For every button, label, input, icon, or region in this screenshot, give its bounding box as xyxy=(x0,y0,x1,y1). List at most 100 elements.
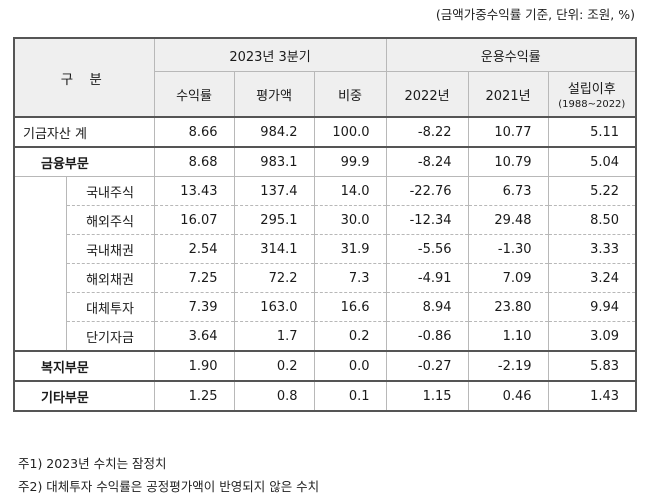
cell-valuation: 0.2 xyxy=(233,350,315,382)
cell-since: 8.50 xyxy=(547,205,637,235)
cell-weight: 7.3 xyxy=(313,263,387,293)
table-row: 단기자금 3.64 1.7 0.2 -0.86 1.10 3.09 xyxy=(13,321,637,352)
header-ops-return: 운용수익률 xyxy=(385,37,637,72)
cell-since: 5.11 xyxy=(547,116,637,148)
indent-cell xyxy=(13,263,67,293)
table-row: 국내주식 13.43 137.4 14.0 -22.76 6.73 5.22 xyxy=(13,176,637,206)
row-label: 해외채권 xyxy=(65,263,155,293)
table-row: 복지부문 1.90 0.2 0.0 -0.27 -2.19 5.83 xyxy=(13,350,637,382)
cell-2021: -1.30 xyxy=(467,234,549,264)
cell-weight: 31.9 xyxy=(313,234,387,264)
cell-valuation: 1.7 xyxy=(233,321,315,352)
header-return: 수익률 xyxy=(153,71,235,118)
cell-valuation: 137.4 xyxy=(233,176,315,206)
cell-since: 3.09 xyxy=(547,321,637,352)
cell-return: 7.25 xyxy=(153,263,235,293)
cell-weight: 30.0 xyxy=(313,205,387,235)
cell-2021: 6.73 xyxy=(467,176,549,206)
cell-2021: 1.10 xyxy=(467,321,549,352)
cell-since: 3.33 xyxy=(547,234,637,264)
cell-weight: 100.0 xyxy=(313,116,387,148)
cell-2021: 10.79 xyxy=(467,146,549,177)
cell-valuation: 983.1 xyxy=(233,146,315,177)
cell-return: 8.68 xyxy=(153,146,235,177)
cell-valuation: 72.2 xyxy=(233,263,315,293)
cell-since: 3.24 xyxy=(547,263,637,293)
cell-since: 9.94 xyxy=(547,292,637,322)
cell-2022: -0.27 xyxy=(385,350,469,382)
header-2022: 2022년 xyxy=(385,71,469,118)
cell-return: 7.39 xyxy=(153,292,235,322)
cell-2021: 0.46 xyxy=(467,380,549,412)
cell-return: 16.07 xyxy=(153,205,235,235)
cell-2021: 29.48 xyxy=(467,205,549,235)
header-weight: 비중 xyxy=(313,71,387,118)
cell-since: 5.83 xyxy=(547,350,637,382)
table-row: 기금자산 계 8.66 984.2 100.0 -8.22 10.77 5.11 xyxy=(13,116,637,148)
cell-weight: 14.0 xyxy=(313,176,387,206)
cell-return: 1.90 xyxy=(153,350,235,382)
header-valuation: 평가액 xyxy=(233,71,315,118)
table-row: 해외채권 7.25 72.2 7.3 -4.91 7.09 3.24 xyxy=(13,263,637,293)
cell-return: 1.25 xyxy=(153,380,235,412)
cell-2022: -0.86 xyxy=(385,321,469,352)
row-label: 단기자금 xyxy=(65,321,155,352)
footnote-1: 주1) 2023년 수치는 잠정치 xyxy=(18,456,167,471)
cell-2022: -8.24 xyxy=(385,146,469,177)
cell-2021: 10.77 xyxy=(467,116,549,148)
cell-2022: -4.91 xyxy=(385,263,469,293)
cell-valuation: 984.2 xyxy=(233,116,315,148)
footnote-2: 주2) 대체투자 수익률은 공정평가액이 반영되지 않은 수치 xyxy=(18,479,320,494)
since-range: (1988~2022) xyxy=(558,99,626,110)
header-since-inception: 설립이후 (1988~2022) xyxy=(547,71,637,118)
cell-2022: -12.34 xyxy=(385,205,469,235)
cell-2022: -5.56 xyxy=(385,234,469,264)
header-2021: 2021년 xyxy=(467,71,549,118)
row-label: 국내주식 xyxy=(65,176,155,206)
row-label: 기금자산 계 xyxy=(13,116,155,148)
table-row: 대체투자 7.39 163.0 16.6 8.94 23.80 9.94 xyxy=(13,292,637,322)
row-label: 기타부문 xyxy=(13,380,155,412)
cell-2022: 1.15 xyxy=(385,380,469,412)
row-label: 해외주식 xyxy=(65,205,155,235)
header-category: 구 분 xyxy=(13,37,155,118)
cell-2022: -22.76 xyxy=(385,176,469,206)
table-row: 금융부문 8.68 983.1 99.9 -8.24 10.79 5.04 xyxy=(13,146,637,177)
indent-cell xyxy=(13,176,67,206)
cell-valuation: 314.1 xyxy=(233,234,315,264)
row-label: 국내채권 xyxy=(65,234,155,264)
table-row: 해외주식 16.07 295.1 30.0 -12.34 29.48 8.50 xyxy=(13,205,637,235)
indent-cell xyxy=(13,205,67,235)
cell-return: 2.54 xyxy=(153,234,235,264)
cell-valuation: 295.1 xyxy=(233,205,315,235)
cell-weight: 0.0 xyxy=(313,350,387,382)
cell-weight: 16.6 xyxy=(313,292,387,322)
table-row: 기타부문 1.25 0.8 0.1 1.15 0.46 1.43 xyxy=(13,380,637,412)
cell-2021: 7.09 xyxy=(467,263,549,293)
cell-return: 3.64 xyxy=(153,321,235,352)
cell-2021: -2.19 xyxy=(467,350,549,382)
cell-since: 1.43 xyxy=(547,380,637,412)
table-row: 국내채권 2.54 314.1 31.9 -5.56 -1.30 3.33 xyxy=(13,234,637,264)
cell-since: 5.04 xyxy=(547,146,637,177)
header-period: 2023년 3분기 xyxy=(153,37,387,72)
cell-2022: -8.22 xyxy=(385,116,469,148)
row-label: 복지부문 xyxy=(13,350,155,382)
indent-cell xyxy=(13,234,67,264)
cell-since: 5.22 xyxy=(547,176,637,206)
indent-cell xyxy=(13,292,67,322)
since-label: 설립이후 xyxy=(567,82,616,97)
cell-weight: 0.2 xyxy=(313,321,387,352)
footnotes: 주1) 2023년 수치는 잠정치 주2) 대체투자 수익률은 공정평가액이 반… xyxy=(18,452,319,498)
row-label: 대체투자 xyxy=(65,292,155,322)
cell-weight: 99.9 xyxy=(313,146,387,177)
cell-2021: 23.80 xyxy=(467,292,549,322)
fund-returns-table: 구 분 2023년 3분기 운용수익률 수익률 평가액 비중 2022년 202… xyxy=(13,37,638,412)
cell-return: 8.66 xyxy=(153,116,235,148)
cell-valuation: 0.8 xyxy=(233,380,315,412)
row-label: 금융부문 xyxy=(13,146,155,177)
cell-2022: 8.94 xyxy=(385,292,469,322)
cell-return: 13.43 xyxy=(153,176,235,206)
indent-cell xyxy=(13,321,67,352)
cell-valuation: 163.0 xyxy=(233,292,315,322)
